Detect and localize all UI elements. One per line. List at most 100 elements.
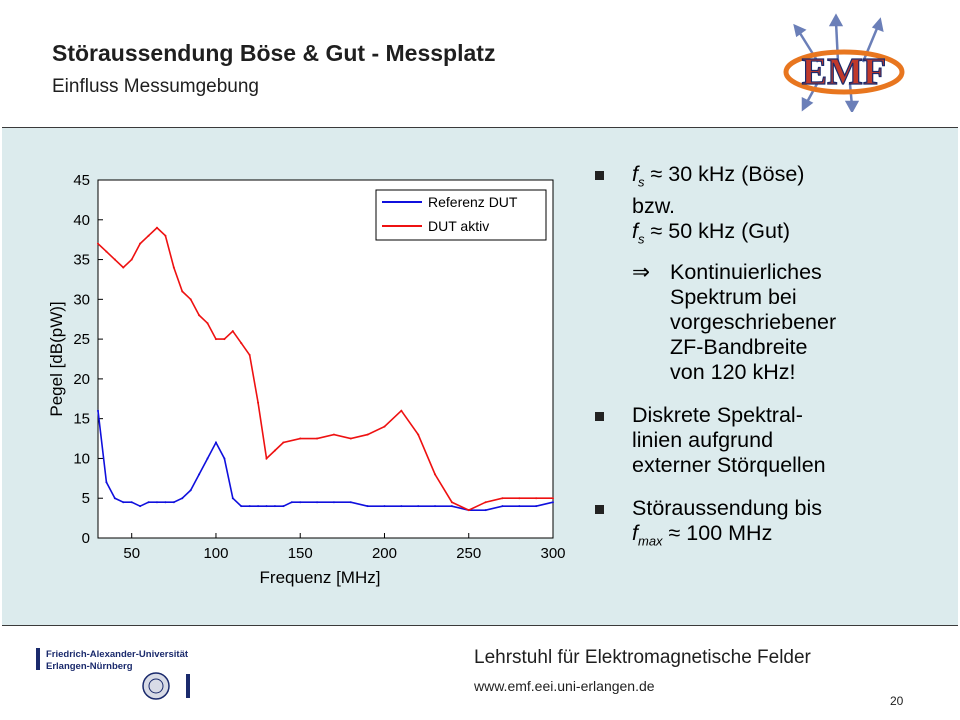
point-dut — [349, 437, 352, 440]
point-dut — [434, 473, 437, 476]
point-dut — [113, 258, 116, 261]
point-dut — [181, 290, 184, 293]
point-dut — [164, 234, 167, 237]
point-dut — [139, 242, 142, 245]
point-dut — [231, 330, 234, 333]
point-reference — [240, 505, 243, 508]
bullet-discrete-lines: Diskrete Spektral- linien aufgrund exter… — [592, 403, 912, 478]
bullet-switching-frequency: fs ≈ 30 kHz (Böse) bzw. fs ≈ 50 kHz (Gut… — [592, 162, 912, 385]
point-reference — [139, 505, 142, 508]
point-reference — [155, 501, 158, 504]
university-logo: Friedrich-Alexander-Universität Erlangen… — [36, 648, 190, 700]
y-tick-label: 40 — [73, 212, 90, 229]
point-dut — [206, 322, 209, 325]
point-reference — [434, 505, 437, 508]
x-tick-label: 150 — [288, 545, 313, 562]
point-dut — [214, 338, 217, 341]
point-dut — [273, 449, 276, 452]
point-dut — [400, 409, 403, 412]
implies-arrow-icon: ⇒ — [632, 259, 651, 284]
point-dut — [172, 266, 175, 269]
spectrum-chart: 50 100 150 200 250 300 0 5 10 15 20 25 30 35 40 45 Refe… — [47, 172, 566, 587]
point-reference — [113, 497, 116, 500]
y-tick-label: 20 — [73, 371, 90, 388]
y-tick-label: 0 — [82, 530, 90, 547]
bullet-list: fs ≈ 30 kHz (Böse) bzw. fs ≈ 50 kHz (Gut… — [592, 162, 912, 563]
point-reference — [484, 509, 487, 512]
point-reference — [535, 505, 538, 508]
point-dut — [198, 314, 201, 317]
point-reference — [366, 505, 369, 508]
point-reference — [164, 501, 167, 504]
chair-url[interactable]: www.emf.eei.uni-erlangen.de — [474, 678, 655, 694]
bullet-marker — [595, 411, 604, 421]
point-dut — [366, 433, 369, 436]
university-name-line2: Erlangen-Nürnberg — [46, 661, 133, 672]
point-dut — [122, 266, 125, 269]
y-tick-label: 10 — [73, 450, 90, 467]
point-dut — [223, 338, 226, 341]
point-dut — [257, 401, 260, 404]
point-reference — [265, 505, 268, 508]
y-tick-label: 15 — [73, 411, 90, 428]
point-reference — [189, 489, 192, 492]
x-tick-label: 100 — [203, 545, 228, 562]
point-reference — [552, 501, 554, 504]
emf-logo-text: EMF — [802, 51, 886, 93]
bullet-marker — [595, 504, 604, 514]
x-axis-label: Frequenz [MHz] — [260, 568, 381, 587]
point-dut — [332, 433, 335, 436]
point-reference — [257, 505, 260, 508]
y-tick-label: 25 — [73, 331, 90, 348]
slide-title: Störaussendung Böse & Gut - Messplatz — [52, 40, 496, 66]
point-reference — [231, 497, 234, 500]
university-seal-icon — [142, 672, 170, 700]
point-reference — [282, 505, 285, 508]
point-dut — [189, 298, 192, 301]
point-dut — [467, 509, 470, 512]
point-dut — [535, 497, 538, 500]
point-reference — [122, 501, 125, 504]
y-tick-label: 45 — [73, 172, 90, 189]
point-dut — [450, 501, 453, 504]
point-dut — [282, 441, 285, 444]
y-tick-label: 5 — [82, 490, 90, 507]
chart-legend: Referenz DUT DUT aktiv — [375, 189, 547, 241]
point-dut — [248, 354, 251, 357]
point-dut — [240, 342, 243, 345]
legend-label-dut: DUT aktiv — [428, 218, 489, 234]
point-reference — [501, 505, 504, 508]
slide-subtitle: Einfluss Messumgebung — [52, 76, 259, 97]
point-dut — [383, 425, 386, 428]
point-reference — [332, 501, 335, 504]
point-reference — [316, 501, 319, 504]
bullet-emission-limit: Störaussendung bis fmax ≈ 100 MHz — [592, 496, 912, 553]
point-reference — [97, 409, 99, 412]
point-reference — [130, 501, 133, 504]
point-dut — [518, 497, 521, 500]
point-dut — [552, 497, 554, 500]
point-reference — [450, 505, 453, 508]
point-reference — [181, 497, 184, 500]
point-reference — [400, 505, 403, 508]
point-dut — [105, 250, 108, 253]
emf-logo: EMF — [783, 13, 905, 112]
x-tick-label: 300 — [540, 545, 565, 562]
point-reference — [172, 501, 175, 504]
point-reference — [214, 441, 217, 444]
point-reference — [417, 505, 420, 508]
point-dut — [97, 242, 99, 245]
point-dut — [299, 437, 302, 440]
point-dut — [417, 433, 420, 436]
point-reference — [198, 473, 201, 476]
point-reference — [147, 501, 150, 504]
y-axis-label: Pegel [dB(pW)] — [47, 301, 66, 416]
legend-label-reference: Referenz DUT — [428, 194, 518, 210]
x-tick-label: 250 — [456, 545, 481, 562]
point-reference — [223, 457, 226, 460]
series-line-reference — [97, 410, 554, 511]
x-tick-label: 200 — [372, 545, 397, 562]
page-number: 20 — [890, 694, 904, 708]
x-tick-label: 50 — [123, 545, 140, 562]
sub-bullet-continuous-spectrum: ⇒ Kontinuierliches Spektrum bei vorgesch… — [632, 259, 837, 384]
